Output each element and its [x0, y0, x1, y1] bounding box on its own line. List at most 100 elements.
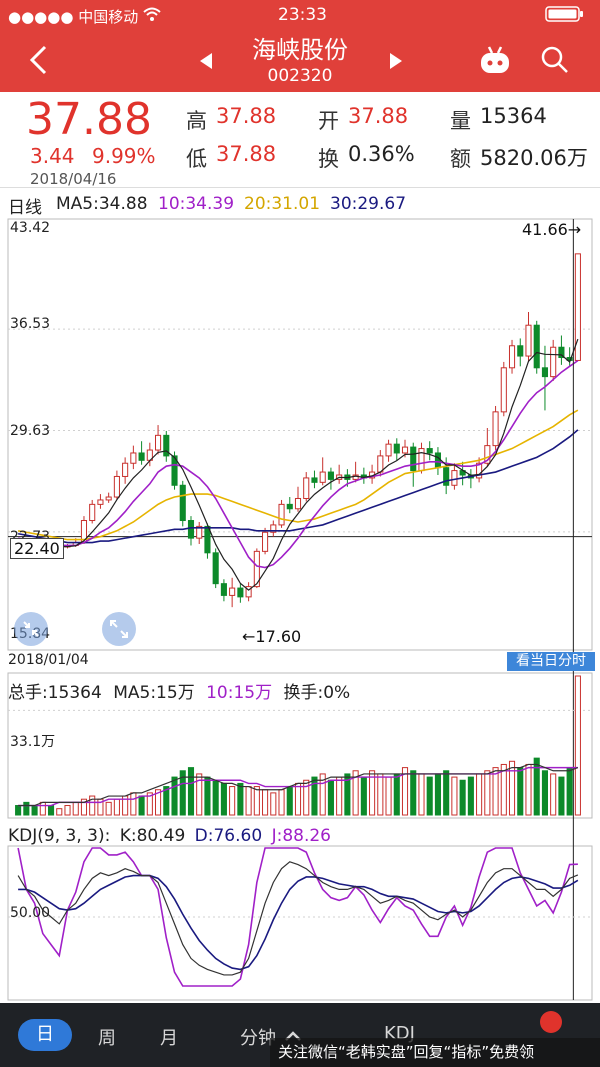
volume-bar-down	[360, 776, 367, 816]
volume-bar-down	[558, 776, 565, 816]
ma-legend: 日线 MA5:34.88 10:34.39 20:31.01 30:29.67	[0, 192, 600, 218]
candle-up	[122, 462, 129, 477]
header: ●●●●● 中国移动 23:33 海峡股份 002320	[0, 0, 600, 92]
volume-legend: 总手:15364 MA5:15万 10:15万 换手:0%	[8, 678, 350, 703]
volume-bar-up	[476, 773, 483, 816]
volume-bar-up	[377, 773, 384, 816]
volume-bar-down	[311, 776, 318, 816]
candle-down	[187, 520, 195, 539]
candle-up	[130, 452, 137, 464]
candle-down	[541, 367, 549, 378]
volume-bar-down	[426, 776, 433, 816]
candle-up	[492, 411, 499, 447]
open-value: 37.88	[348, 104, 409, 128]
volume-bar-up	[484, 770, 491, 816]
intraday-button[interactable]: 看当日分时	[507, 652, 595, 671]
volume-bar-up	[155, 789, 162, 816]
volume-bar-down	[286, 786, 293, 816]
turnover-value: 0.36%	[348, 142, 415, 166]
open-label: 开	[318, 109, 339, 133]
tab-minute[interactable]: 分钟	[240, 1028, 276, 1049]
ma30-line	[17, 429, 579, 544]
tab-day[interactable]: 日	[18, 1019, 72, 1051]
robot-assistant-icon[interactable]	[478, 44, 512, 80]
chevron-up-icon[interactable]	[284, 1027, 302, 1046]
next-stock-icon[interactable]	[388, 52, 404, 74]
period-label: 日线	[8, 198, 42, 218]
volume-value: 15364	[480, 104, 547, 128]
candle-down	[138, 452, 145, 461]
volume-bar-down	[459, 779, 466, 816]
candle-up	[476, 462, 483, 479]
volume-turnover-label: 换手:0%	[283, 683, 351, 703]
ma20-line	[17, 409, 579, 541]
volume-bar-up	[303, 779, 310, 816]
candle-down	[533, 324, 540, 369]
tab-month[interactable]: 月	[160, 1028, 178, 1049]
candle-up	[270, 524, 277, 533]
candle-up	[245, 586, 252, 598]
volume-y-tick: 33.1万	[10, 734, 56, 750]
candle-up	[418, 448, 425, 472]
volume-bar-down	[467, 776, 474, 816]
volume-bar-up	[492, 767, 499, 816]
volume-bar-up	[550, 773, 557, 816]
volume-bar-up	[508, 760, 516, 816]
kdj-k-line	[17, 861, 579, 976]
volume-bar-down	[187, 767, 195, 816]
candle-down	[393, 443, 400, 454]
search-icon[interactable]	[540, 45, 570, 79]
candle-up	[385, 443, 392, 457]
carrier-label: ●●●●● 中国移动	[8, 8, 139, 26]
candle-up	[105, 496, 112, 501]
zoom-out-button[interactable]	[14, 612, 48, 646]
candle-up	[401, 446, 409, 454]
kdj-d-line	[18, 874, 579, 971]
volume-bar-up	[196, 773, 203, 816]
quote-panel: 37.88 3.44 9.99% 2018/04/16 高 37.88 低 37…	[0, 92, 600, 188]
volume-bar-up	[418, 773, 425, 816]
candle-up	[253, 550, 260, 588]
clock: 23:33	[278, 5, 327, 25]
candle-down	[163, 434, 170, 457]
volume-bar-down	[171, 776, 178, 816]
battery-icon	[545, 6, 585, 26]
candle-up	[294, 497, 302, 510]
volume-bar-up	[451, 776, 458, 816]
volume-bar-up	[278, 789, 285, 816]
volume-bar-up	[72, 801, 79, 816]
back-icon[interactable]	[28, 44, 50, 80]
chart-area[interactable]	[0, 0, 600, 1003]
candle-down	[237, 587, 244, 598]
volume-bar-down	[393, 773, 400, 816]
candle-down	[426, 448, 433, 454]
candle-down	[286, 503, 293, 510]
kdj-k-label: K:80.49	[119, 826, 186, 846]
candle-up	[508, 345, 516, 369]
tab-week[interactable]: 周	[98, 1028, 116, 1049]
candle-up	[196, 525, 203, 539]
stock-name: 海峡股份	[252, 36, 348, 64]
candle-up	[574, 253, 581, 361]
volume-bar-down	[15, 805, 22, 816]
candle-down	[410, 446, 417, 472]
candle-down	[443, 467, 450, 486]
kline-y-tick-3: 29.63	[10, 423, 51, 439]
low-value: 37.88	[216, 142, 277, 166]
volume-bar-up	[130, 792, 137, 816]
candle-up	[525, 324, 532, 357]
max-price-annotation: 41.66→	[522, 220, 582, 239]
volume-bar-down	[517, 767, 524, 816]
volume-bar-down	[533, 757, 540, 816]
volume-bar-up	[319, 773, 326, 816]
volume-bar-up	[294, 782, 302, 816]
volume-bar-up	[369, 770, 376, 816]
price-change-pct: 9.99%	[92, 144, 156, 168]
zoom-in-button[interactable]	[102, 612, 136, 646]
prev-stock-icon[interactable]	[198, 52, 214, 74]
volume-frame	[7, 672, 593, 819]
chart-start-date: 2018/01/04	[8, 652, 89, 668]
volume-bar-up	[245, 786, 252, 816]
notification-dot-icon	[540, 1011, 562, 1033]
volume-bar-down	[23, 801, 30, 816]
